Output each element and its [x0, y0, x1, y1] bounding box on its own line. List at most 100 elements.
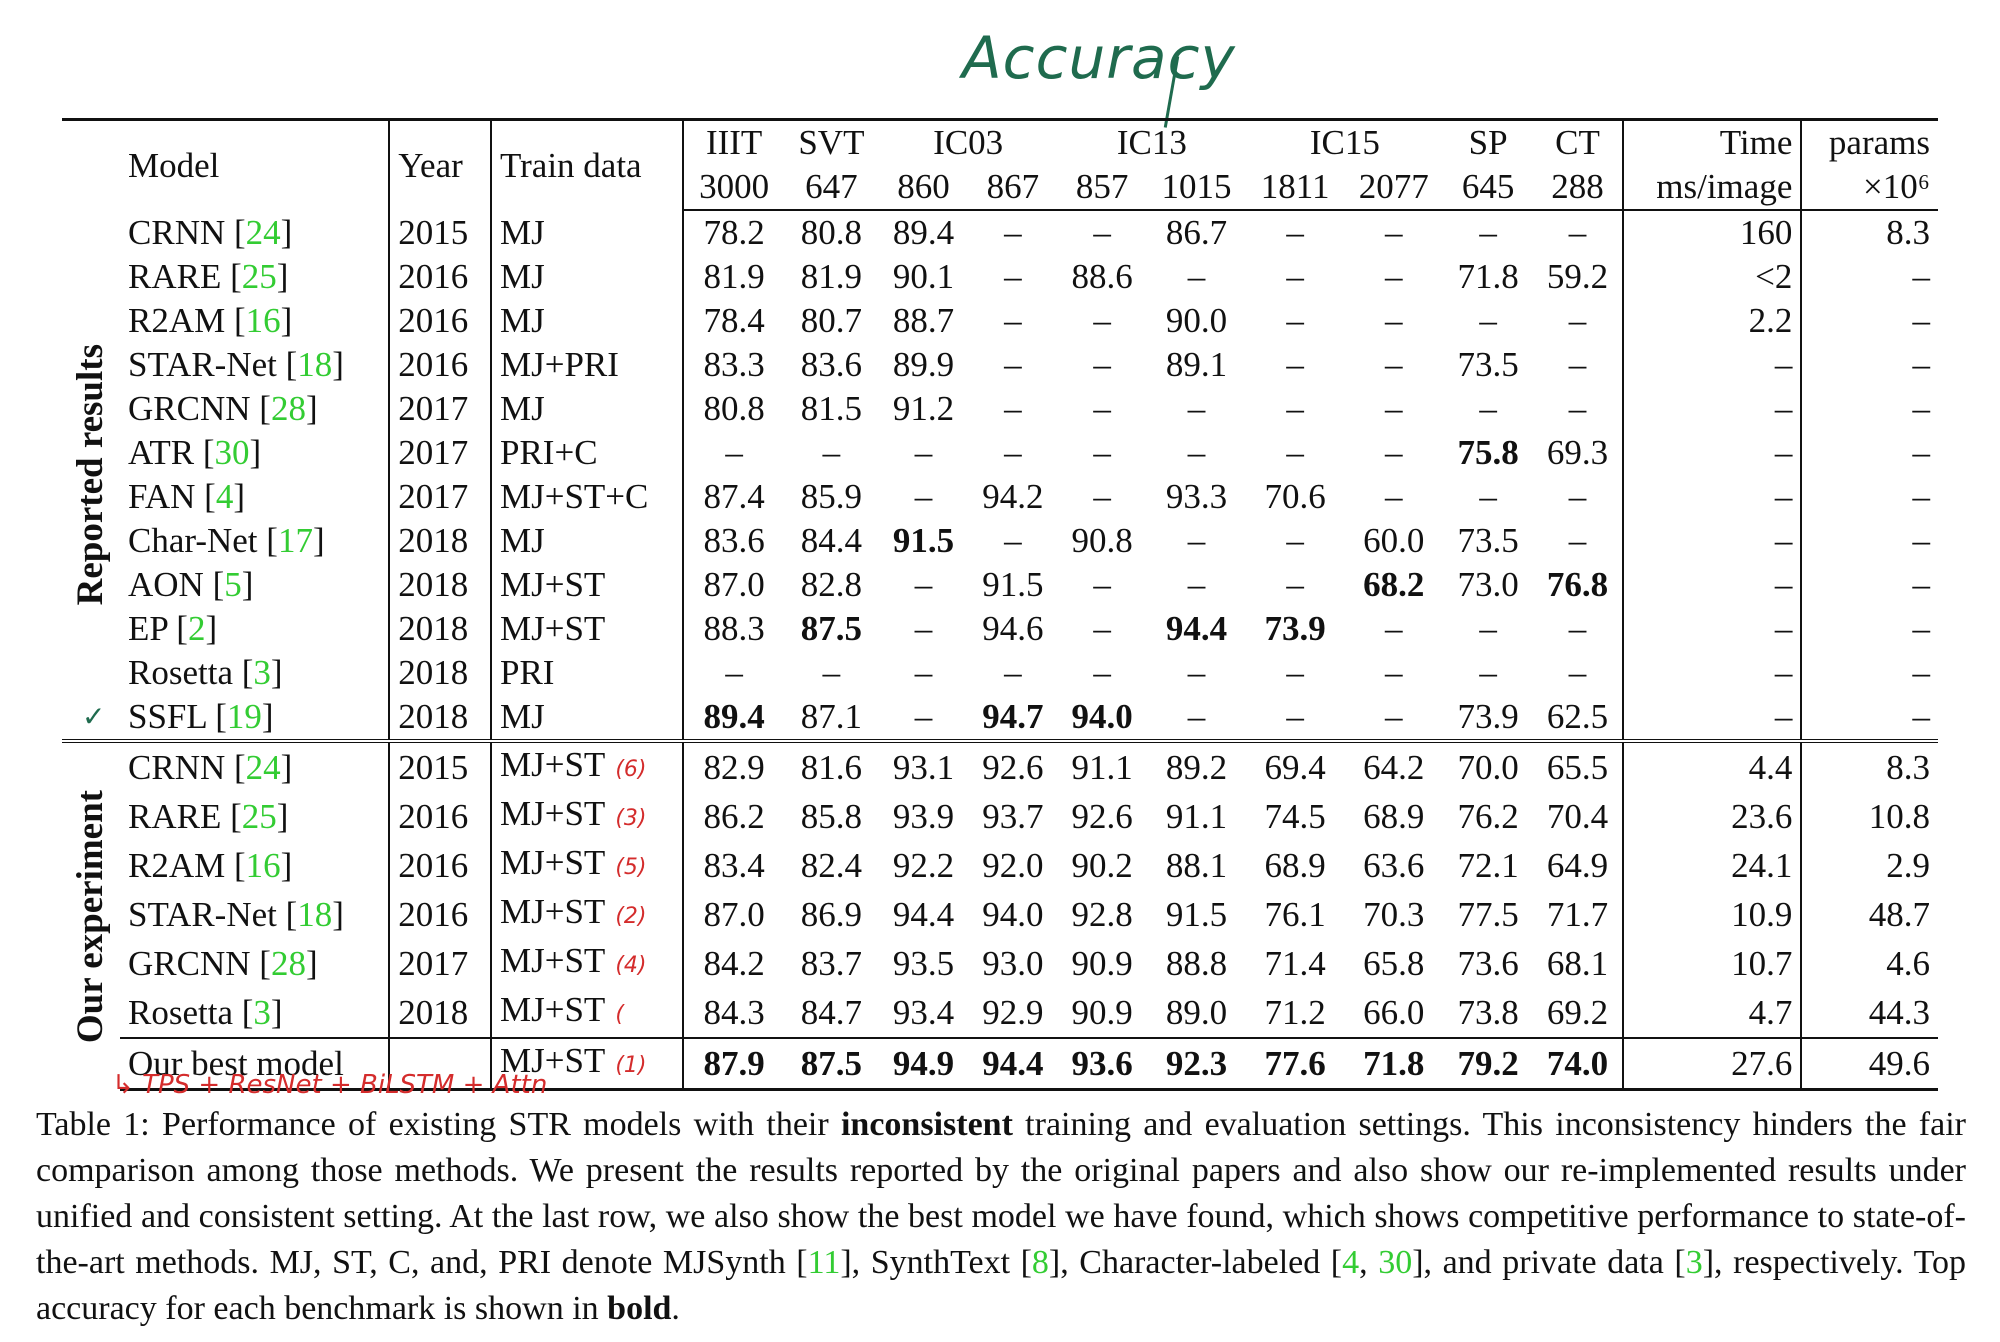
accuracy-cell: – — [1093, 213, 1111, 252]
model-name: GRCNN — [128, 943, 251, 983]
train-data-cell: MJ+PRI — [490, 343, 685, 387]
year-cell: 2016 — [389, 890, 492, 939]
citation-link[interactable]: 25 — [241, 796, 277, 836]
accuracy-cell: 73.0 — [1457, 565, 1519, 604]
accuracy-cell: 89.4 — [892, 213, 955, 252]
accuracy-annotation: Accuracy — [962, 24, 1236, 92]
col-header-model: Model — [120, 118, 391, 210]
train-data-cell: MJ+ST (3) — [490, 792, 685, 841]
accuracy-cell: 82.4 — [800, 845, 863, 885]
accuracy-cell: – — [1004, 521, 1022, 560]
model-cell: Our best model — [120, 1037, 391, 1091]
accuracy-cell: – — [914, 433, 933, 472]
table-row: R2AM [16] 2016 MJ 78.4 80.7 88.7– –90.0– – – –2.2… — [62, 299, 1938, 343]
model-name: Char-Net — [128, 521, 258, 560]
group-label-cell: Reported results — [62, 210, 120, 741]
accuracy-cell: 87.5 — [800, 609, 863, 648]
model-cell: GRCNN [28] — [120, 939, 391, 988]
accuracy-cell: 93.1 — [878, 739, 969, 792]
benchmark-size: 645 — [1443, 165, 1533, 211]
year-cell: 2016 — [389, 343, 492, 387]
citation-link[interactable]: 24 — [245, 747, 281, 787]
accuracy-cell: 94.0 — [982, 894, 1044, 934]
train-data: MJ+ST — [499, 609, 606, 648]
benchmark-size: 860 — [878, 165, 969, 211]
accuracy-cell: 64.2 — [1344, 739, 1444, 792]
model-cell: ATR [30] — [120, 431, 391, 475]
model-name: RARE — [128, 257, 222, 296]
citation-link[interactable]: 25 — [241, 257, 277, 296]
accuracy-cell: 86.9 — [800, 894, 863, 934]
accuracy-cell: – — [1004, 257, 1022, 296]
accuracy-cell: – — [1286, 213, 1304, 252]
citation-link[interactable]: 4 — [1342, 1244, 1360, 1281]
citation-link[interactable]: 30 — [214, 433, 250, 472]
accuracy-cell: – — [1479, 653, 1497, 692]
citation-link[interactable]: 2 — [187, 609, 206, 648]
accuracy-cell: – — [1004, 433, 1022, 472]
col-header-year: Year — [389, 118, 492, 210]
citation-link[interactable]: 11 — [807, 1244, 841, 1281]
accuracy-cell: 76.8 — [1532, 563, 1625, 607]
citation-link[interactable]: 28 — [270, 389, 306, 428]
accuracy-cell: 86.2 — [703, 796, 765, 836]
accuracy-cell: – — [1004, 653, 1022, 692]
train-data-cell: MJ+ST (1) — [490, 1037, 685, 1091]
accuracy-cell: 73.6 — [1457, 943, 1519, 983]
benchmark-size: 857 — [1057, 165, 1147, 211]
accuracy-cell: 90.9 — [1071, 992, 1133, 1032]
accuracy-cell: – — [1093, 433, 1111, 472]
time-cell: 2.2 — [1623, 299, 1803, 343]
params-cell: – — [1912, 389, 1931, 428]
accuracy-cell: 89.1 — [1165, 345, 1228, 384]
citation-link[interactable]: 3 — [1685, 1244, 1703, 1281]
citation-link[interactable]: 19 — [226, 697, 262, 736]
model-name: FAN — [128, 477, 196, 516]
accuracy-cell: – — [1385, 213, 1403, 252]
model-name: R2AM — [128, 301, 226, 340]
time-cell: – — [1623, 607, 1803, 651]
accuracy-cell: – — [1532, 299, 1625, 343]
citation-link[interactable]: 18 — [297, 345, 333, 384]
train-data-cell: MJ+ST+C — [490, 475, 685, 519]
accuracy-cell: 73.9 — [1457, 697, 1519, 736]
accuracy-cell: 68.9 — [1363, 796, 1425, 836]
citation-link[interactable]: 24 — [245, 212, 281, 252]
train-data-cell: MJ+ST — [490, 607, 685, 651]
citation-link[interactable]: 5 — [224, 565, 242, 604]
year-cell: 2018 — [389, 988, 492, 1038]
citation-link[interactable]: 17 — [277, 521, 313, 560]
year-cell: 2018 — [389, 519, 492, 563]
accuracy-cell: 72.1 — [1457, 845, 1519, 885]
accuracy-cell: 92.6 — [1071, 796, 1133, 836]
accuracy-cell: – — [1093, 301, 1111, 340]
accuracy-cell: – — [1532, 475, 1625, 519]
accuracy-cell: 93.4 — [892, 992, 955, 1032]
accuracy-cell: 77.5 — [1457, 894, 1519, 934]
accuracy-cell: 92.8 — [1071, 894, 1133, 934]
table-row: ✓ SSFL [19] 2018 MJ 89.4 87.1–94.7 94.0– – –73.9… — [62, 695, 1938, 741]
citation-link[interactable]: 8 — [1031, 1244, 1049, 1281]
citation-link[interactable]: 16 — [245, 301, 281, 340]
benchmark-name: CT — [1532, 118, 1625, 165]
train-data-cell: MJ — [490, 387, 685, 431]
params-cell: 2.9 — [1886, 845, 1930, 885]
citation-link[interactable]: 16 — [245, 845, 281, 885]
accuracy-cell: – — [1385, 345, 1403, 384]
year-cell: 2017 — [389, 939, 492, 988]
params-cell: 48.7 — [1868, 894, 1930, 934]
accuracy-cell: 83.3 — [703, 345, 765, 384]
citation-link[interactable]: 28 — [270, 943, 306, 983]
citation-link[interactable]: 3 — [253, 992, 271, 1032]
accuracy-cell: 93.3 — [1165, 477, 1228, 516]
model-name: STAR-Net — [128, 345, 277, 384]
accuracy-cell: 91.2 — [892, 389, 955, 428]
accuracy-cell: 81.9 — [800, 257, 863, 296]
table-row: ATR [30] 2017 PRI+C – – – – – – – –75.8 69.3– – — [62, 431, 1938, 475]
citation-link[interactable]: 18 — [297, 894, 333, 934]
citation-link[interactable]: 3 — [253, 653, 271, 692]
citation-link[interactable]: 4 — [215, 477, 234, 516]
citation-link[interactable]: 30 — [1378, 1244, 1413, 1281]
rank-annotation: (4) — [615, 953, 647, 978]
accuracy-cell: 89.0 — [1165, 992, 1228, 1032]
